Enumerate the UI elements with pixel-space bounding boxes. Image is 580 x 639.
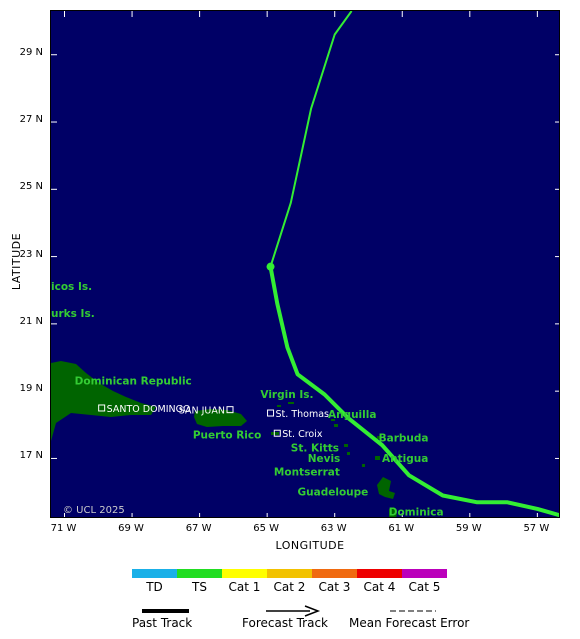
place-labels: icos Is. urks Is. Dominican Republic Virgin… [51, 281, 444, 518]
place-label: Virgin Is. [260, 389, 313, 401]
lon-tick-label: 61 W [388, 523, 415, 534]
land-st-martin [334, 424, 338, 427]
legend-swatch [177, 569, 222, 578]
city-marker-icon [98, 404, 106, 412]
legend-category-label: Cat 1 [228, 580, 261, 594]
lat-tick-label: 27 N [19, 114, 43, 126]
lon-tick-label: 71 W [50, 523, 77, 534]
legend-category-label: Cat 5 [408, 580, 441, 594]
land-antigua [375, 456, 380, 460]
legend-category-label: TS [192, 580, 207, 594]
y-axis-title: LATITUDE [10, 232, 24, 291]
city-marker-icon [267, 409, 275, 417]
land-st-croix [271, 432, 279, 435]
place-label: Antigua [382, 453, 428, 465]
legend-swatch [402, 569, 447, 578]
lat-tick-label: 29 N [19, 46, 43, 58]
lat-tick-label: 23 N [19, 248, 43, 260]
land-st-kitts [344, 444, 348, 447]
legend-swatch [267, 569, 312, 578]
land-st-thomas [277, 405, 281, 407]
lat-tick-label: 21 N [19, 315, 43, 327]
legend-swatch [312, 569, 357, 578]
place-label: Montserrat [274, 466, 340, 478]
land-dominica [389, 507, 397, 517]
lon-tick-label: 67 W [185, 523, 212, 534]
lon-tick-label: 65 W [253, 523, 280, 534]
legend-category-label: Cat 3 [318, 580, 351, 594]
current-position-marker [266, 262, 275, 271]
land-hispaniola [51, 361, 156, 441]
lat-tick-label: 25 N [19, 181, 43, 193]
past-track-line [268, 266, 559, 517]
city-label: SANTO DOMINGO [107, 404, 191, 415]
place-label: Barbuda [379, 433, 429, 445]
error-label: Mean Forecast Error [349, 616, 470, 630]
legend-category-label: Cat 2 [273, 580, 306, 594]
legend-swatch [357, 569, 402, 578]
graticule [51, 11, 559, 517]
city-marker-icon [273, 429, 281, 437]
city-marker-icon [226, 406, 234, 414]
legend-swatch [222, 569, 267, 578]
place-label: Nevis [308, 453, 341, 465]
forecast-track-label: Forecast Track [242, 616, 328, 630]
lat-tick-label: 19 N [19, 383, 43, 395]
forecast-arrow-icon [304, 605, 321, 617]
land-guadeloupe [377, 477, 395, 499]
past-track-label: Past Track [132, 616, 193, 630]
place-label: Puerto Rico [193, 429, 261, 441]
city-label: SAN JUAN [179, 406, 225, 417]
track-key [142, 605, 436, 617]
land-anguilla [331, 419, 335, 421]
place-label: urks Is. [51, 308, 95, 320]
legend-swatch [132, 569, 177, 578]
place-label: St. Kitts [291, 443, 339, 455]
copyright-text: © UCL 2025 [63, 505, 125, 516]
place-label: icos Is. [51, 281, 92, 293]
land-montserrat [362, 464, 365, 467]
x-axis-title: LONGITUDE [275, 539, 345, 552]
lon-tick-label: 63 W [320, 523, 347, 534]
place-label: Guadeloupe [298, 486, 369, 498]
lon-tick-label: 59 W [455, 523, 482, 534]
legend-category-label: Cat 4 [363, 580, 396, 594]
lat-tick-label: 17 N [19, 450, 43, 462]
city-label: St. Croix [282, 429, 323, 440]
lon-tick-label: 57 W [523, 523, 550, 534]
storm-track [266, 11, 559, 517]
land-puerto-rico [194, 409, 247, 427]
lon-tick-label: 69 W [118, 523, 144, 534]
land-masses [51, 361, 397, 517]
city-label: St. Thomas [276, 409, 330, 420]
land-barbuda [377, 436, 380, 439]
storm-track-map: icos Is. urks Is. Dominican Republic Virgin… [50, 10, 560, 518]
legend-category-label: TD [146, 580, 163, 594]
place-label: Dominica [389, 507, 444, 518]
forecast-track-line [269, 11, 353, 268]
place-label: Dominican Republic [75, 375, 192, 387]
place-label: Anguilla [328, 409, 376, 421]
map-canvas: icos Is. urks Is. Dominican Republic Virgin… [51, 11, 559, 518]
land-bvi [288, 402, 294, 404]
land-nevis [347, 452, 350, 455]
